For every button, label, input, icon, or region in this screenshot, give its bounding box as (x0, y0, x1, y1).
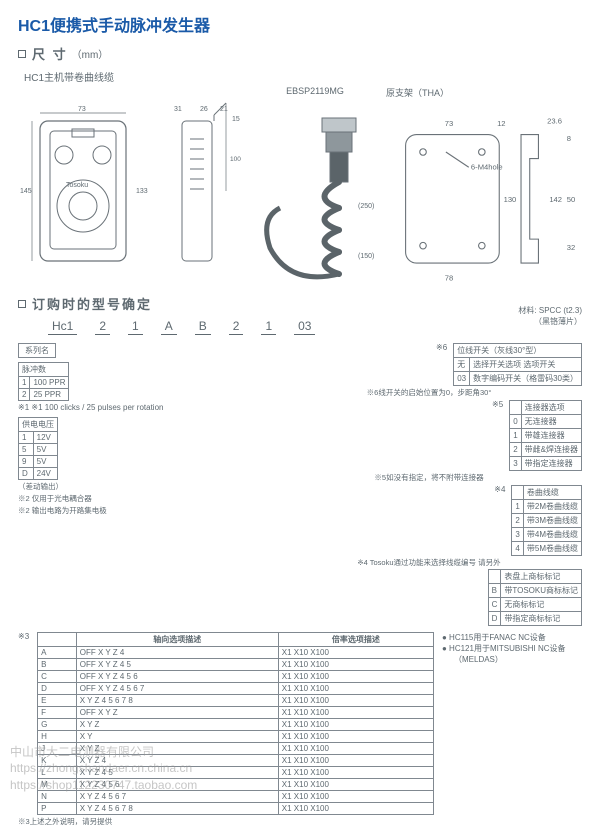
code-1: 2 (95, 319, 110, 335)
series-box: 系列名 (18, 343, 56, 358)
svg-text:12: 12 (497, 119, 505, 128)
svg-text:15: 15 (232, 116, 240, 123)
note5: ※5如没有指定，将不附带连接器 (276, 473, 582, 483)
svg-text:142: 142 (549, 195, 562, 204)
mark-table: 表盘上商标标记 B带TOSOKU商标标记 C无商标标记 D带指定商标标记 (488, 569, 582, 626)
pulse-table: 脉冲数 1100 PPR 225 PPR (18, 362, 69, 401)
code-7: 03 (294, 319, 315, 335)
svg-text:73: 73 (445, 119, 453, 128)
diagram-row: Tosoku 73 145 133 31 26 21 15 100 (18, 86, 582, 286)
dim-label: 尺 寸 (32, 44, 68, 63)
code-2: 1 (128, 319, 143, 335)
page-title: HC1便携式手动脉冲发生器 (18, 12, 582, 36)
code-3: A (161, 319, 177, 335)
svg-text:26: 26 (200, 106, 208, 113)
note3: ※3上述之外说明，请另提供 (18, 817, 582, 827)
code-6: 1 (261, 319, 276, 335)
bullet-square-2 (18, 300, 26, 308)
volt-table: 供电电压 112V 55V 95V D24V (18, 417, 58, 480)
subtitle-main: HC1主机带卷曲线缆 (24, 69, 114, 84)
svg-text:23.6: 23.6 (547, 117, 562, 126)
switch-table: 位线开关（灰线30°型） 无选择开关选项 选项开关 03数字编码开关（格雷码30… (453, 343, 582, 386)
diagram-front: Tosoku 73 145 133 (18, 86, 148, 286)
order-label: 订购时的型号确定 (32, 294, 152, 313)
diagram-bracket: 原支架（THA） 6-M4hole 73 12 23.6 8 142 130 5… (386, 86, 582, 286)
svg-text:73: 73 (78, 106, 86, 113)
bracket-title: 原支架（THA） (386, 86, 582, 99)
note1: ※1 ※1 100 clicks / 25 pulses per rotatio… (18, 403, 268, 413)
svg-text:(250): (250) (358, 203, 374, 210)
star4: ※4 (494, 485, 505, 556)
hole-label: 6-M4hole (471, 162, 503, 171)
conn-table: 连接器选项 0无连接器 1带雄连接器 2带雌&焊连接器 3带指定连接器 (509, 400, 582, 471)
code-5: 2 (229, 319, 244, 335)
watermark: 中山市大二电测器有限公司 https://zhongshandaer.cn.ch… (10, 744, 197, 794)
brand-text: Tosoku (66, 182, 88, 189)
star5: ※5 (492, 400, 503, 471)
volt-sub: （差动输出） (18, 482, 268, 492)
section-dim-header: 尺 寸 （mm） (18, 44, 582, 63)
note6: ※6线开关的启始位置为0，步距角30° (276, 388, 582, 398)
svg-text:130: 130 (504, 195, 517, 204)
bullet-square (18, 50, 26, 58)
svg-text:78: 78 (445, 273, 453, 282)
star3: ※3 (18, 632, 29, 641)
volt-sub2: ※2 仅用于光电耦合器 (18, 494, 268, 504)
diagram-cable: EBSP2119MG (250) (150) (250, 86, 380, 286)
cable-table: 卷曲线缆 1带2M卷曲线缆 2带3M卷曲线缆 3带4M卷曲线缆 4带5M卷曲线缆 (511, 485, 582, 556)
diagram-side: 31 26 21 15 100 (154, 86, 244, 286)
svg-text:100: 100 (230, 156, 241, 163)
svg-text:133: 133 (136, 188, 148, 195)
ebsp-label: EBSP2119MG (250, 86, 380, 96)
svg-text:32: 32 (567, 243, 575, 252)
code-0: Hc1 (48, 319, 77, 335)
svg-text:(150): (150) (358, 253, 374, 260)
note2: ※2 输出电路为开路集电极 (18, 506, 268, 516)
svg-text:21: 21 (220, 106, 228, 113)
side-notes: ● HC115用于FANAC NC设备 ● HC121用于MITSUBISHI … (442, 632, 582, 815)
material-note: 材料: SPCC (t2.3)（黑铬薄片） (386, 305, 582, 327)
note4: ※4 Tosoku通过功能来选择线缆编号 请另外 (276, 558, 582, 568)
svg-text:31: 31 (174, 106, 182, 113)
svg-text:50: 50 (567, 195, 575, 204)
star6: ※6 (436, 343, 447, 352)
svg-text:145: 145 (20, 188, 32, 195)
dim-unit: （mm） (72, 46, 109, 61)
ordering-two-col: 系列名 脉冲数 1100 PPR 225 PPR ※1 ※1 100 click… (18, 343, 582, 626)
svg-text:8: 8 (567, 134, 571, 143)
code-4: B (195, 319, 211, 335)
